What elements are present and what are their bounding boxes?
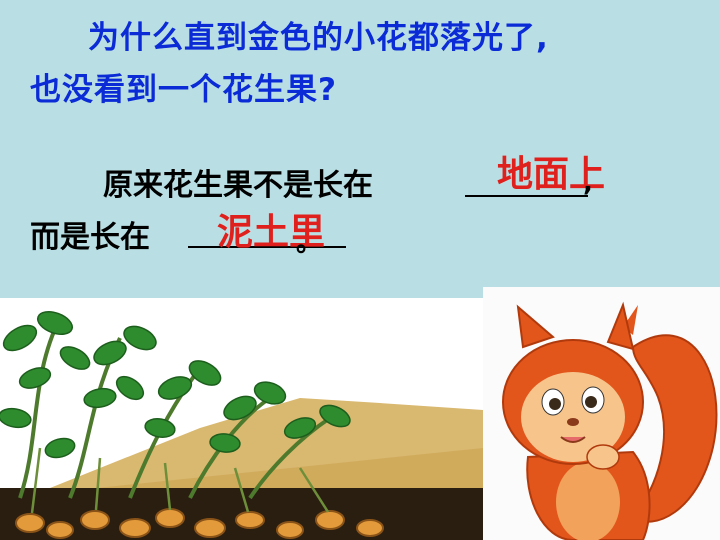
- plant-leaves: [0, 311, 351, 459]
- cartoon-squirrel: [483, 287, 720, 540]
- answer-2: 泥土里: [217, 212, 326, 253]
- peanut-plant-illustration: [0, 298, 483, 540]
- squirrel-belly: [556, 462, 620, 540]
- squirrel-eye-left: [549, 398, 561, 410]
- answer-1: 地面上: [497, 154, 606, 195]
- squirrel-eye-right: [585, 396, 597, 408]
- answer-blank-2: [188, 246, 346, 248]
- statement-line-1-prefix: 原来花生果不是长在: [103, 168, 373, 203]
- squirrel-mouth: [560, 436, 586, 443]
- answer-blank-1: [465, 195, 588, 197]
- statement-line-2-prefix: 而是长在: [30, 220, 150, 255]
- peanut-pods: [15, 508, 384, 539]
- comma-1: ,: [583, 168, 593, 198]
- period-2: 。: [296, 228, 323, 258]
- squirrel-paw: [586, 444, 620, 470]
- squirrel-nose: [567, 418, 579, 426]
- question-line-2: 也没看到一个花生果?: [30, 72, 337, 108]
- squirrel-ear-right: [606, 301, 635, 351]
- question-line-1: 为什么直到金色的小花都落光了,: [88, 20, 549, 56]
- squirrel-ear-left: [516, 304, 555, 349]
